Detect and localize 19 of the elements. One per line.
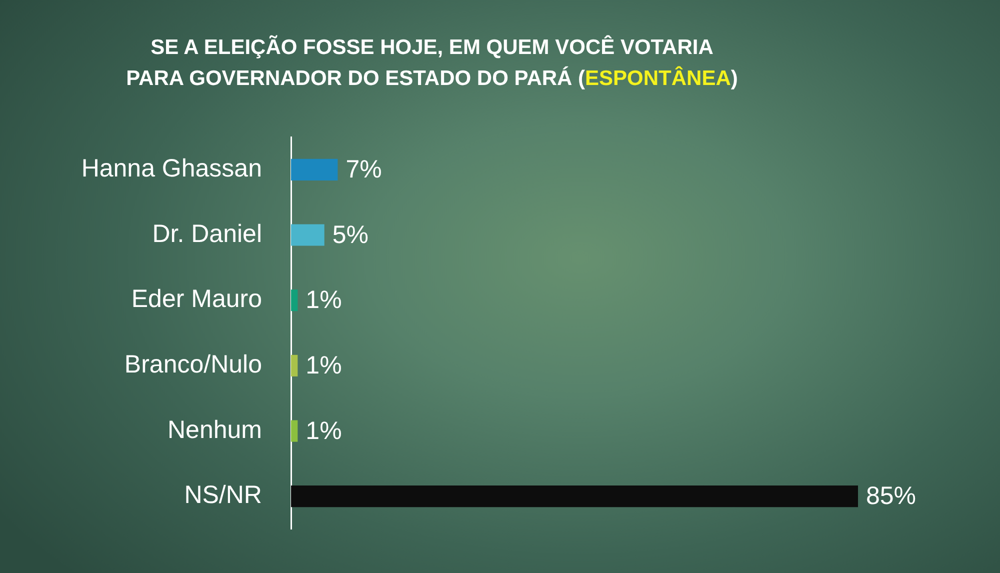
data-label: 85% — [866, 482, 916, 510]
y-tick-label: Nenhum — [168, 416, 262, 444]
y-tick-label: Eder Mauro — [131, 285, 262, 314]
data-label: 1% — [306, 352, 342, 380]
y-tick-label: Hanna Ghassan — [81, 154, 262, 183]
y-tick-label: Branco/Nulo — [124, 350, 262, 379]
y-tick-label: Dr. Daniel — [152, 220, 262, 248]
data-label: 7% — [346, 156, 382, 184]
bar — [291, 486, 858, 508]
bar — [291, 290, 298, 312]
data-label: 1% — [306, 286, 342, 314]
data-label: 1% — [306, 416, 342, 445]
chart-title: SE A ELEIÇÃO FOSSE HOJE, EM QUEM VOCÊ VOTARIA PARA GOVERNADOR DO ESTADO DO PARÁ (ESPONTÂNEA) — [125, 34, 739, 92]
bar — [291, 420, 298, 442]
bar — [291, 354, 298, 376]
y-tick-label: NS/NR — [184, 481, 262, 510]
data-label: 5% — [332, 220, 368, 249]
bar — [291, 224, 324, 246]
bar — [291, 158, 338, 180]
